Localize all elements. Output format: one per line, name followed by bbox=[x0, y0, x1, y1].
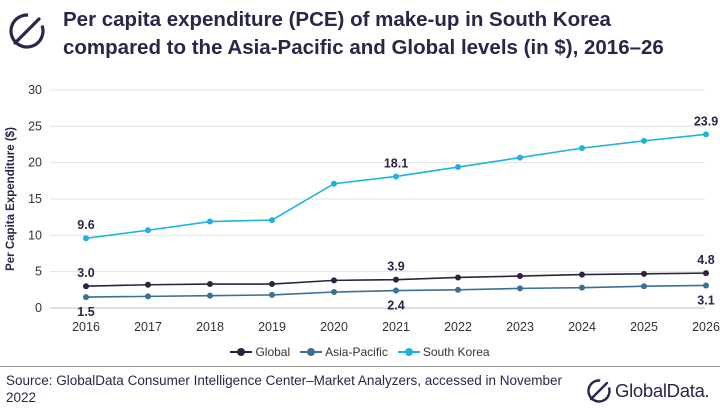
legend-item: Global bbox=[230, 345, 290, 359]
data-point-asia-pacific bbox=[83, 294, 89, 301]
data-point-south-korea bbox=[517, 154, 523, 161]
brand-name: GlobalData. bbox=[615, 380, 710, 401]
data-point-asia-pacific bbox=[331, 289, 337, 296]
x-tick-label: 2020 bbox=[320, 320, 348, 334]
data-point-asia-pacific bbox=[641, 283, 647, 290]
y-tick-label: 30 bbox=[28, 83, 42, 97]
x-tick-label: 2025 bbox=[630, 320, 658, 334]
data-label: 18.1 bbox=[384, 156, 408, 170]
data-point-south-korea bbox=[455, 164, 461, 171]
data-label: 3.9 bbox=[387, 260, 404, 274]
data-point-south-korea bbox=[145, 227, 151, 234]
data-point-global bbox=[83, 283, 89, 290]
data-point-south-korea bbox=[703, 131, 709, 138]
x-tick-label: 2023 bbox=[506, 320, 534, 334]
data-point-south-korea bbox=[641, 137, 647, 144]
legend-item: Asia-Pacific bbox=[300, 345, 388, 359]
footer-divider bbox=[0, 366, 720, 367]
data-point-south-korea bbox=[331, 180, 337, 187]
data-point-global bbox=[393, 276, 399, 283]
y-tick-label: 15 bbox=[28, 192, 42, 206]
data-point-asia-pacific bbox=[207, 292, 213, 299]
x-tick-label: 2022 bbox=[444, 320, 472, 334]
chart-legend: Global Asia-Pacific South Korea bbox=[0, 342, 720, 362]
data-point-global bbox=[579, 271, 585, 278]
chart-title: Per capita expenditure (PCE) of make-up … bbox=[63, 8, 664, 59]
x-tick-label: 2017 bbox=[134, 320, 162, 334]
data-point-asia-pacific bbox=[145, 293, 151, 300]
legend-swatch bbox=[230, 347, 253, 357]
data-label: 23.9 bbox=[694, 114, 718, 128]
legend-label: South Korea bbox=[422, 345, 490, 359]
y-tick-label: 10 bbox=[28, 228, 42, 242]
data-point-south-korea bbox=[207, 218, 213, 225]
legend-label: Global bbox=[255, 345, 291, 359]
data-point-asia-pacific bbox=[455, 286, 461, 293]
data-point-global bbox=[455, 274, 461, 281]
data-point-global bbox=[269, 281, 275, 288]
y-tick-label: 20 bbox=[28, 156, 42, 170]
globaldata-logo-icon bbox=[9, 13, 45, 49]
data-label: 3.1 bbox=[697, 293, 714, 307]
y-axis-label: Per Capita Expenditure ($) bbox=[5, 127, 17, 271]
data-point-asia-pacific bbox=[703, 282, 709, 289]
data-point-asia-pacific bbox=[579, 284, 585, 291]
data-point-global bbox=[517, 273, 523, 280]
data-label: 1.5 bbox=[77, 305, 94, 319]
y-tick-label: 5 bbox=[35, 265, 42, 279]
data-label: 3.0 bbox=[77, 266, 94, 280]
y-tick-label: 0 bbox=[35, 301, 42, 315]
x-tick-label: 2021 bbox=[382, 320, 410, 334]
data-label: 9.6 bbox=[77, 218, 94, 232]
x-tick-label: 2019 bbox=[258, 320, 286, 334]
data-point-south-korea bbox=[269, 217, 275, 224]
series-line-south-korea bbox=[85, 133, 707, 240]
data-point-global bbox=[331, 277, 337, 284]
brand-logo: GlobalData. bbox=[586, 378, 710, 404]
data-point-asia-pacific bbox=[269, 291, 275, 298]
data-label: 4.8 bbox=[697, 253, 714, 267]
data-point-asia-pacific bbox=[517, 285, 523, 292]
legend-label: Asia-Pacific bbox=[325, 345, 388, 359]
header: Per capita expenditure (PCE) of make-up … bbox=[0, 0, 720, 72]
data-point-south-korea bbox=[83, 235, 89, 242]
data-point-global bbox=[145, 281, 151, 288]
data-point-asia-pacific bbox=[393, 287, 399, 294]
data-point-global bbox=[641, 270, 647, 277]
legend-swatch bbox=[397, 347, 420, 357]
x-tick-label: 2026 bbox=[692, 320, 720, 334]
source-note: Source: GlobalData Consumer Intelligence… bbox=[6, 373, 563, 405]
x-tick-label: 2018 bbox=[196, 320, 224, 334]
legend-swatch bbox=[300, 347, 323, 357]
globaldata-brand-icon bbox=[587, 379, 611, 403]
data-point-south-korea bbox=[579, 145, 585, 152]
x-tick-label: 2024 bbox=[568, 320, 596, 334]
data-point-global bbox=[703, 270, 709, 277]
y-tick-label: 25 bbox=[28, 119, 42, 133]
legend-item: South Korea bbox=[397, 345, 490, 359]
data-point-south-korea bbox=[393, 173, 399, 180]
x-tick-label: 2016 bbox=[72, 320, 100, 334]
data-point-global bbox=[207, 281, 213, 288]
data-label: 2.4 bbox=[387, 299, 404, 313]
